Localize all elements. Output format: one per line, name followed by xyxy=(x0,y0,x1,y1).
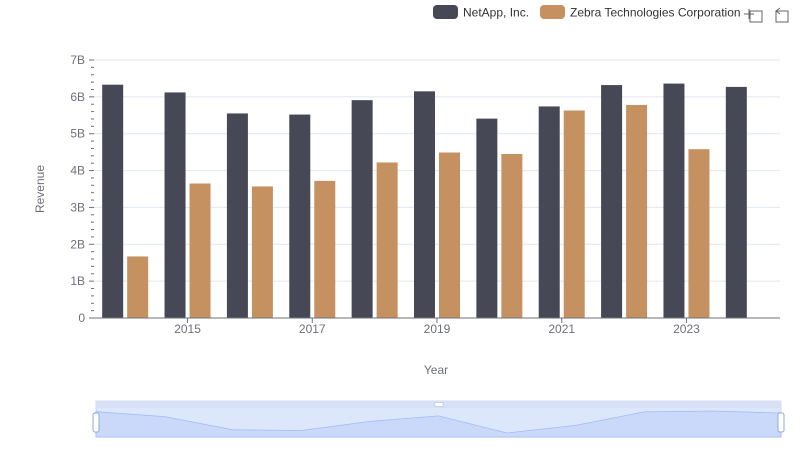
bar-zebra-2020[interactable] xyxy=(501,153,523,318)
bar-zebra-2023[interactable] xyxy=(688,149,710,318)
data-zoom-handle-right[interactable] xyxy=(777,412,785,433)
bar-zebra-2014[interactable] xyxy=(127,256,149,318)
bar-zebra-2019[interactable] xyxy=(439,152,460,318)
x-axis: 2015 2017 2019 2021 2023 xyxy=(174,318,700,336)
bar-netapp-2024[interactable] xyxy=(725,86,747,318)
legend-swatch-netapp[interactable] xyxy=(433,5,458,19)
bar-zebra-2021[interactable] xyxy=(563,110,585,318)
y-tick-label: 6B xyxy=(70,90,85,104)
y-tick-label: 0 xyxy=(78,311,85,325)
bar-netapp-2017[interactable] xyxy=(289,114,311,318)
legend[interactable]: NetApp, Inc. Zebra Technologies Corporat… xyxy=(433,5,741,20)
legend-swatch-zebra[interactable] xyxy=(540,5,565,19)
bar-netapp-2016[interactable] xyxy=(226,113,248,318)
x-tick-label: 2019 xyxy=(424,322,451,336)
bar-zebra-2016[interactable] xyxy=(251,186,273,318)
bar-netapp-2019[interactable] xyxy=(414,91,435,318)
y-tick-label: 5B xyxy=(70,127,85,141)
x-tick-label: 2017 xyxy=(299,322,326,336)
legend-label-netapp[interactable]: NetApp, Inc. xyxy=(463,6,529,20)
bar-netapp-2018[interactable] xyxy=(351,100,373,318)
y-tick-label: 1B xyxy=(70,274,85,288)
data-zoom-selection[interactable] xyxy=(96,408,781,437)
restore-icon[interactable] xyxy=(775,7,789,23)
y-tick-label: 3B xyxy=(70,200,85,214)
bar-netapp-2014[interactable] xyxy=(102,84,124,319)
bar-netapp-2023[interactable] xyxy=(663,83,685,319)
y-tick-label: 2B xyxy=(70,237,85,251)
bar-zebra-2018[interactable] xyxy=(376,162,398,318)
x-tick-label: 2023 xyxy=(673,322,700,336)
x-tick-label: 2021 xyxy=(548,322,575,336)
bar-zebra-2022[interactable] xyxy=(626,104,648,318)
zoom-icon[interactable] xyxy=(744,9,763,23)
y-axis: 0 1B 2B 3B 4B 5B 6B 7B xyxy=(70,53,94,325)
y-tick-label: 7B xyxy=(70,53,85,67)
y-tick-label: 4B xyxy=(70,164,85,178)
data-zoom-move-handle[interactable] xyxy=(434,402,444,407)
x-tick-label: 2015 xyxy=(174,322,201,336)
data-zoom-slider[interactable] xyxy=(92,400,785,438)
bar-zebra-2015[interactable] xyxy=(189,183,211,318)
bar-netapp-2021[interactable] xyxy=(538,106,560,318)
bar-netapp-2015[interactable] xyxy=(164,92,186,318)
x-axis-title: Year xyxy=(424,363,448,377)
bar-netapp-2020[interactable] xyxy=(476,118,498,318)
bar-netapp-2022[interactable] xyxy=(601,85,623,318)
data-zoom-preview xyxy=(95,410,782,438)
y-axis-title: Revenue xyxy=(33,165,47,213)
bars xyxy=(102,83,747,319)
legend-label-zebra[interactable]: Zebra Technologies Corporation xyxy=(570,6,741,20)
bar-zebra-2017[interactable] xyxy=(314,180,336,318)
data-zoom-handle-left[interactable] xyxy=(92,412,100,433)
